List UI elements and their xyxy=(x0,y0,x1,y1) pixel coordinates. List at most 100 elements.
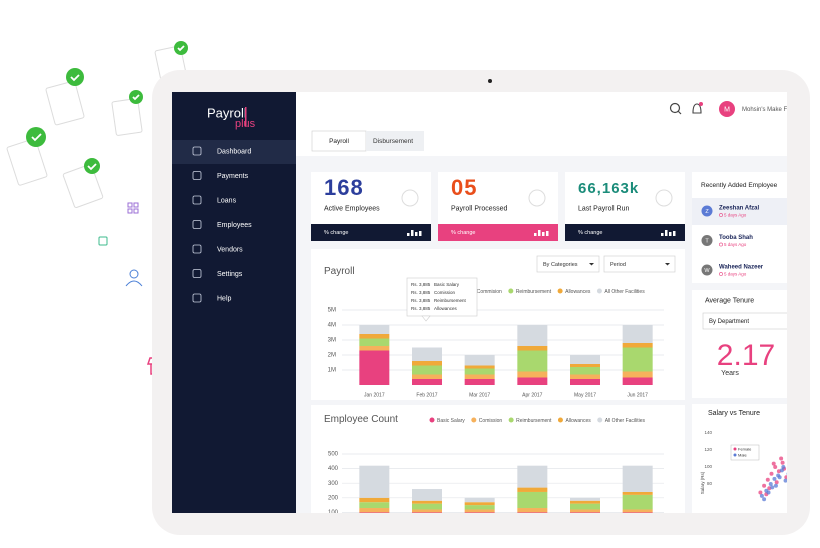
scatter-point xyxy=(773,483,778,488)
legend-swatch xyxy=(597,417,603,423)
bar-segment xyxy=(622,494,653,510)
tab-label: Disbursement xyxy=(373,138,413,145)
bar-segment xyxy=(464,512,495,513)
scatter-point xyxy=(771,461,776,466)
menu-item[interactable]: Vendors xyxy=(217,246,243,253)
bar-segment xyxy=(359,465,390,498)
y-tick-label: 300 xyxy=(328,481,339,487)
bar-segment xyxy=(412,379,442,385)
bar-segment xyxy=(359,508,390,513)
bell-icon[interactable] xyxy=(692,103,702,114)
tooltip-label: Basic Salary xyxy=(434,282,460,287)
dropdown-label: Period xyxy=(610,262,626,268)
menu-item[interactable]: Dashboard xyxy=(217,148,251,155)
x-tick-label: Feb 2017 xyxy=(416,392,437,398)
scatter-point xyxy=(786,472,787,476)
check-marks xyxy=(31,45,185,171)
legend-swatch xyxy=(471,417,477,423)
bar-segment xyxy=(359,502,390,509)
bar-segment xyxy=(570,379,600,385)
menu-icon xyxy=(192,244,202,254)
tab[interactable] xyxy=(366,131,424,151)
legend-swatch xyxy=(429,417,435,423)
legend-label: Commision xyxy=(477,289,502,295)
bar-segment xyxy=(570,364,600,367)
tenure-value: 2.17 xyxy=(717,339,775,372)
search-icon[interactable] xyxy=(669,102,681,114)
bar-segment xyxy=(570,497,600,501)
menu-icon xyxy=(192,293,202,303)
scatter-point xyxy=(769,471,774,476)
bar-segment xyxy=(412,512,442,513)
x-tick-label: May 2017 xyxy=(574,392,596,398)
menu-item[interactable]: Loans xyxy=(217,197,237,204)
bar-segment xyxy=(464,368,495,375)
employee-time: 5 days Ago xyxy=(724,271,747,276)
x-tick-label: Jan 2017 xyxy=(364,392,385,398)
scatter-point xyxy=(780,460,785,465)
bar-segment xyxy=(570,355,600,364)
tenure-unit: Years xyxy=(721,370,739,377)
bar-segment xyxy=(622,509,653,513)
bar-segment xyxy=(517,465,548,488)
scatter-point xyxy=(781,465,786,469)
bar-segment xyxy=(412,509,442,513)
bar-segment xyxy=(570,374,600,379)
bar-segment xyxy=(464,365,495,369)
scatter-point xyxy=(777,475,782,480)
mini-bar xyxy=(407,233,410,236)
avatar-initial: M xyxy=(724,106,730,113)
menu-item[interactable]: Help xyxy=(217,295,232,302)
legend-swatch xyxy=(596,288,602,294)
menu-item[interactable]: Payments xyxy=(217,173,249,180)
menu-item[interactable]: Settings xyxy=(217,271,243,278)
tooltip-label: Allowances xyxy=(434,306,458,311)
scatter-point xyxy=(762,483,767,488)
mini-bar xyxy=(542,232,545,236)
bar-segment xyxy=(570,367,600,375)
y-tick-label: 5M xyxy=(328,308,336,314)
bar-segment xyxy=(359,338,390,346)
x-tick-label: Apr 2017 xyxy=(522,392,543,398)
scatter-point xyxy=(773,465,778,469)
legend-swatch xyxy=(557,417,563,423)
bar-segment xyxy=(359,497,390,503)
y-tick-label: 400 xyxy=(328,466,339,472)
bar-segment xyxy=(359,346,390,351)
employee-avatar xyxy=(701,264,713,276)
avatar[interactable] xyxy=(719,101,735,117)
card-strip xyxy=(438,224,558,241)
tooltip-amount: Rs. 3,885 xyxy=(411,282,431,287)
tenure-filter[interactable] xyxy=(702,312,793,330)
card-value: 168 xyxy=(324,175,364,200)
dropdown[interactable] xyxy=(603,255,676,273)
legend-label: Female xyxy=(738,447,752,452)
bar-segment xyxy=(464,374,495,379)
bar-segment xyxy=(517,508,548,513)
bar-segment xyxy=(622,343,653,348)
brand-sub: plus xyxy=(235,118,256,130)
scatter-point xyxy=(783,478,787,483)
y-tick-label: 200 xyxy=(328,495,339,501)
card-change: % change xyxy=(324,230,348,236)
legend-label: Male xyxy=(738,453,747,458)
employee-initial: Z xyxy=(705,209,709,215)
mini-bar xyxy=(411,230,414,236)
bar-segment xyxy=(464,509,495,513)
chart-title: Employee Count xyxy=(324,414,398,425)
card-change: % change xyxy=(451,230,475,236)
tab-label: Payroll xyxy=(329,138,349,145)
bar-segment xyxy=(412,503,442,510)
bar-segment xyxy=(622,512,653,513)
menu-item[interactable]: Employees xyxy=(217,222,252,229)
bar-segment xyxy=(464,505,495,510)
brand-name: Payroll xyxy=(207,105,247,120)
card-label: Active Employees xyxy=(324,205,380,212)
plot-area: 100 200 300 400 500 xyxy=(328,452,664,513)
mini-bar xyxy=(665,230,668,236)
card-icon xyxy=(401,189,419,207)
card-label: Last Payroll Run xyxy=(578,205,629,212)
y-tick-label: 4M xyxy=(328,323,336,329)
camera xyxy=(488,79,492,83)
dropdown[interactable] xyxy=(536,255,600,273)
